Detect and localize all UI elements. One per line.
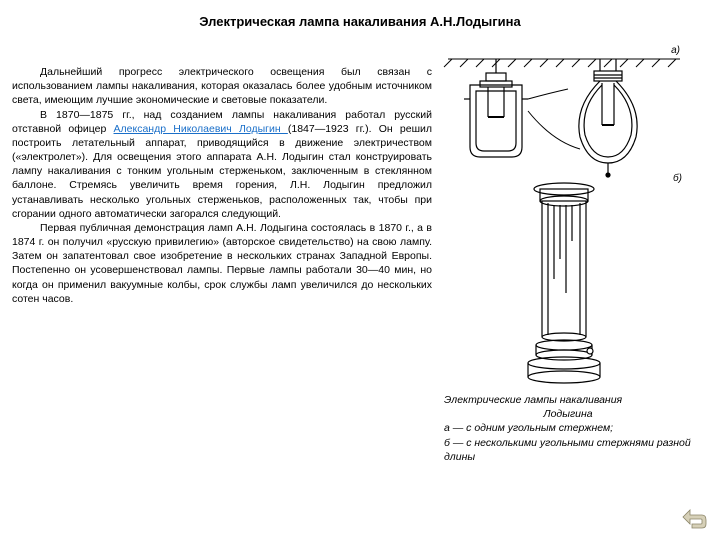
caption-line-a: а — с одним угольным стержнем;: [444, 421, 692, 435]
paragraph-1: Дальнейший прогресс электрического освещ…: [12, 65, 432, 108]
lodygin-link[interactable]: Александр Николаевич Лодыгин: [114, 123, 288, 135]
return-icon[interactable]: [682, 508, 708, 530]
paragraph-2: В 1870—1875 гг., над созданием лампы нак…: [12, 108, 432, 221]
page-title: Электрическая лампа накаливания А.Н.Лоды…: [0, 0, 720, 37]
body-text: Дальнейший прогресс электрического освещ…: [12, 37, 432, 464]
caption-line-b: б — с несколькими угольными стержнями ра…: [444, 436, 692, 464]
p2-tail: (1847—1923 гг.). Он решил построить лета…: [12, 123, 432, 220]
figure-column: а) б): [432, 37, 692, 464]
figure-label-b: б): [673, 173, 682, 184]
figure-label-a: а): [671, 45, 680, 56]
figure-caption: Электрические лампы накаливания Лодыгина…: [440, 393, 692, 464]
lamp-illustration: а) б): [440, 41, 688, 387]
caption-sub: Лодыгина: [444, 407, 692, 421]
content-row: Дальнейший прогресс электрического освещ…: [0, 37, 720, 464]
caption-title: Электрические лампы накаливания: [444, 393, 692, 407]
paragraph-3: Первая публичная демонстрация ламп А.Н. …: [12, 221, 432, 306]
lamp-svg: [440, 41, 688, 387]
